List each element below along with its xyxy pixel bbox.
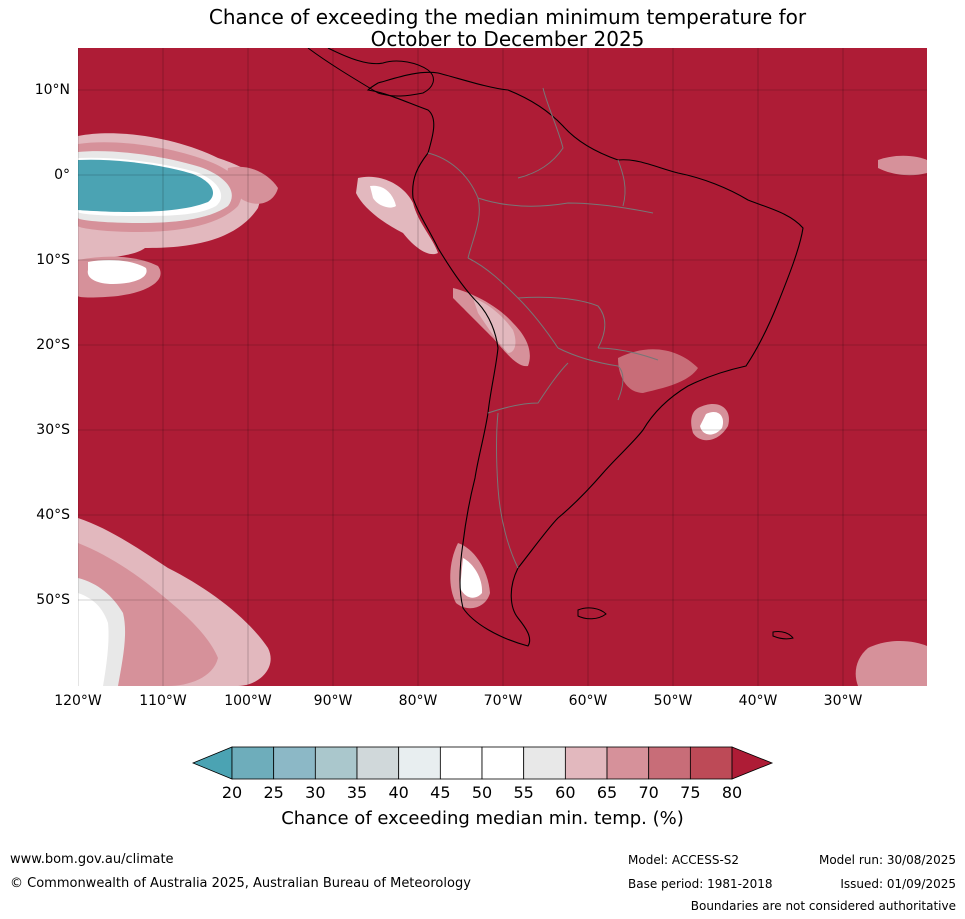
lon-label-100w: 100°W — [224, 693, 272, 709]
lon-label-60w: 60°W — [568, 693, 608, 709]
lon-label-40w: 40°W — [738, 693, 778, 709]
colorbar-tick-label: 80 — [721, 783, 743, 802]
colorbar-cell — [314, 746, 358, 780]
patagonia-anomaly-inner — [460, 558, 483, 598]
colorbar-tick-label: 50 — [471, 783, 493, 802]
model-run-text: Model run: 30/08/2025 — [818, 853, 956, 867]
lat-label-40s: 40°S — [36, 507, 70, 523]
lat-label-0: 0° — [54, 167, 70, 183]
colorbar-tick-label: 70 — [638, 783, 659, 802]
south-atlantic-anomaly-inner — [700, 411, 724, 435]
lon-label-120w: 120°W — [54, 693, 102, 709]
graticule — [78, 48, 927, 686]
lon-label-50w: 50°W — [653, 693, 693, 709]
model-text: Model: ACCESS-S2 — [628, 853, 740, 867]
colorbar-cells — [192, 746, 774, 780]
atlantic-southeast-anomaly — [855, 641, 927, 686]
forecast-map — [78, 48, 927, 686]
lat-label-10n: 10°N — [34, 82, 70, 98]
map-title-line2: October to December 2025 — [370, 27, 645, 51]
pacific-equatorial-anomaly — [78, 133, 261, 298]
colorbar-cell — [273, 746, 316, 780]
colorbar-tick-label: 25 — [263, 783, 284, 802]
lat-label-10s: 10°S — [36, 252, 70, 268]
south-georgia-island — [772, 631, 794, 640]
colorbar-cell — [481, 746, 525, 780]
colorbar-cell — [398, 746, 441, 780]
country-borders — [427, 87, 659, 569]
lat-label-50s: 50°S — [36, 592, 70, 608]
colorbar-cell — [231, 746, 275, 780]
falkland-islands — [577, 607, 607, 620]
lat-label-20s: 20°S — [36, 337, 70, 353]
issued-text: Issued: 01/09/2025 — [840, 877, 956, 891]
colorbar-tick-label: 30 — [305, 783, 326, 802]
colorbar — [192, 746, 774, 780]
lat-label-30s: 30°S — [36, 422, 70, 438]
colorbar-cell — [439, 746, 483, 780]
colorbar-triangle-high — [731, 746, 774, 780]
colorbar-cell — [606, 746, 650, 780]
colorbar-tick-label: 55 — [513, 783, 534, 802]
colorbar-tick-label: 75 — [680, 783, 701, 802]
andes-anomaly-inner — [473, 298, 516, 353]
colorbar-triangle-low — [192, 746, 233, 780]
brazil-anomaly — [618, 349, 698, 393]
map-background-above-80 — [78, 48, 927, 686]
atlantic-equatorial-anomaly — [878, 155, 927, 176]
colorbar-tick-label: 35 — [346, 783, 368, 802]
lon-label-80w: 80°W — [398, 693, 438, 709]
lon-label-30w: 30°W — [823, 693, 863, 709]
lon-label-70w: 70°W — [483, 693, 523, 709]
southeast-pacific-anomaly — [78, 518, 271, 686]
colorbar-title: Chance of exceeding median min. temp. (%… — [281, 808, 684, 829]
south-america-coastline — [366, 71, 804, 647]
colorbar-cell — [689, 746, 733, 780]
colorbar-cell — [356, 746, 400, 780]
colorbar-cell — [523, 746, 566, 780]
base-period-text: Base period: 1981-2018 — [628, 877, 773, 891]
lon-label-110w: 110°W — [139, 693, 187, 709]
central-america-coastline — [307, 48, 434, 97]
map-title-line1: Chance of exceeding the median minimum t… — [208, 5, 807, 29]
peru-coast-anomaly — [227, 166, 438, 255]
colorbar-cell — [648, 746, 691, 780]
copyright-text: © Commonwealth of Australia 2025, Austra… — [10, 876, 471, 891]
colorbar-tick-label: 60 — [555, 783, 576, 802]
disclaimer-text: Boundaries are not considered authoritat… — [690, 899, 956, 913]
colorbar-tick-label: 40 — [388, 783, 409, 802]
colorbar-cell — [564, 746, 608, 780]
colorbar-tick-label: 20 — [221, 783, 243, 802]
lon-label-90w: 90°W — [313, 693, 353, 709]
colorbar-tick-label: 45 — [430, 783, 451, 802]
colorbar-tick-label: 65 — [596, 783, 618, 802]
website-link[interactable]: www.bom.gov.au/climate — [10, 852, 174, 867]
